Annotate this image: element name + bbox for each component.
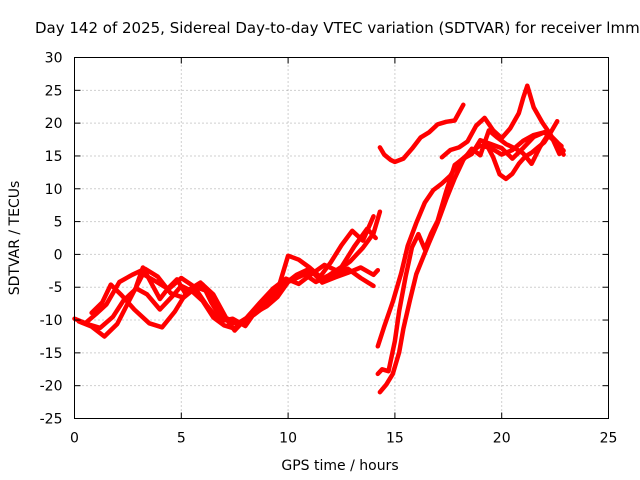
y-tick-label: -5 [49,280,63,296]
tick-labels: 0 5 10 15 20 25 -25 -20 -15 -10 -5 0 5 10 15 20 25 30 [40,51,618,447]
series-line-sat-track-5 [134,226,378,327]
y-tick-label: 0 [54,247,63,263]
x-axis-title: GPS time / hours [281,458,398,474]
x-tick-label: 5 [177,431,186,447]
x-tick-label: 20 [493,431,511,447]
x-tick-label: 0 [70,431,79,447]
y-tick-label: -25 [40,412,63,428]
series-line-sat-track-9 [377,102,466,165]
series-line-sat-track-7 [375,130,566,377]
y-tick-label: 10 [45,182,63,198]
axis-ticks [74,57,609,419]
series-line-sat-track-10 [439,83,562,160]
x-tick-label: 25 [600,431,618,447]
x-tick-label: 15 [386,431,404,447]
y-tick-label: 25 [45,83,63,99]
y-tick-label: 5 [54,215,63,231]
y-tick-label: 20 [45,116,63,132]
y-tick-label: -15 [40,346,63,362]
y-tick-label: -10 [40,313,63,329]
chart-title: Day 142 of 2025, Sidereal Day-to-day VTE… [35,19,640,37]
y-tick-label: 30 [45,51,63,67]
grid [74,57,609,419]
series-group [72,83,566,395]
series-line-sat-track-11 [484,118,560,182]
y-axis-title: SDTVAR / TECUs [7,181,23,296]
series-line-sat-track-8 [377,128,566,395]
x-tick-label: 10 [279,431,297,447]
y-tick-label: -20 [40,379,63,395]
y-tick-label: 15 [45,149,63,165]
plot-frame [74,57,609,419]
